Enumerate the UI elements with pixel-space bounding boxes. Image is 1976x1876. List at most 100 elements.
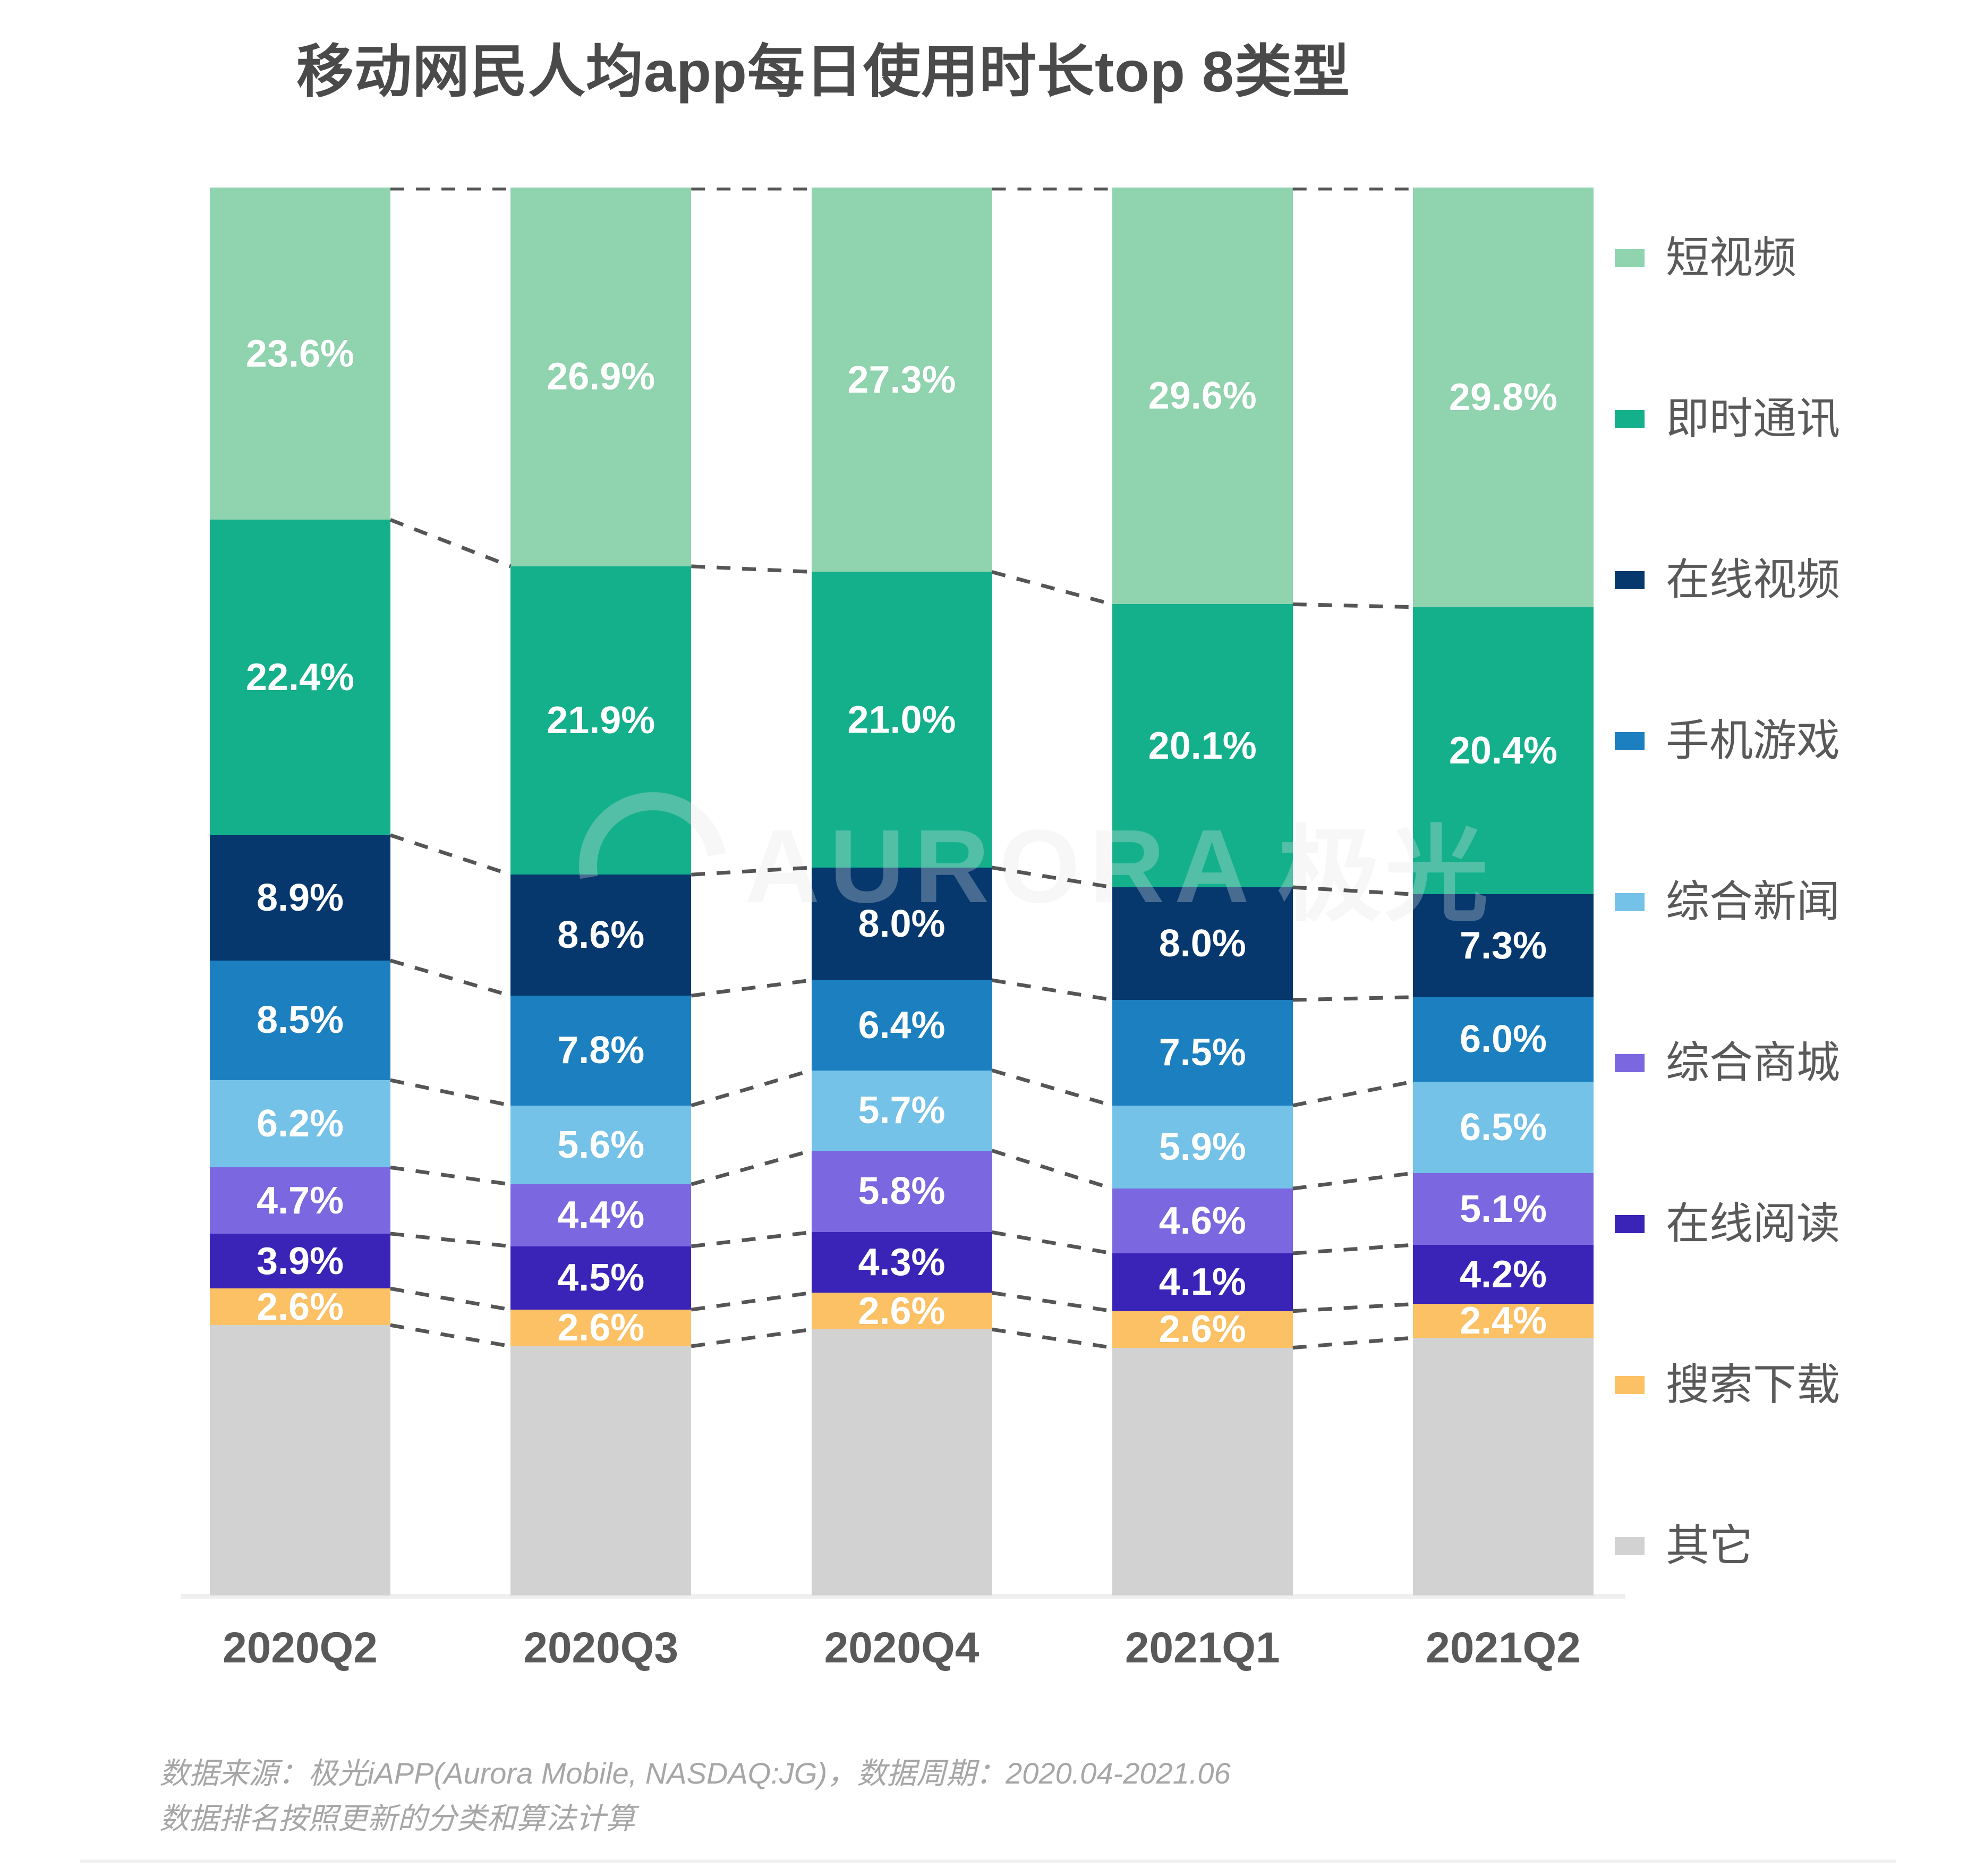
- bar-segment[interactable]: 23.6%: [210, 188, 390, 520]
- bar-column[interactable]: 27.3% 21.0% 8.0% 6.4% 5.7% 5.8% 4.3% 2.6%: [811, 188, 992, 1595]
- legend-color-swatch: [1615, 1537, 1645, 1555]
- bar-segment[interactable]: 22.4%: [210, 520, 390, 835]
- bar-segment[interactable]: 6.4%: [811, 980, 992, 1071]
- bar-segment[interactable]: 5.9%: [1112, 1105, 1293, 1189]
- bar-column[interactable]: 23.6% 22.4% 8.9% 8.5% 6.2% 4.7% 3.9% 2.6%: [210, 188, 390, 1595]
- legend-item-label: 短视频: [1666, 234, 1797, 282]
- legend-item[interactable]: 在线阅读: [1615, 1200, 1840, 1249]
- bar-segment[interactable]: 20.4%: [1413, 607, 1594, 895]
- bar-segment[interactable]: [210, 1325, 390, 1595]
- bar-segment-value: 4.1%: [1159, 1261, 1246, 1304]
- legend-item[interactable]: 在线视频: [1615, 556, 1840, 605]
- x-axis-tick-label: 2020Q4: [824, 1624, 980, 1672]
- bar-segment-value: 2.6%: [858, 1289, 946, 1332]
- bar-segment[interactable]: 6.0%: [1413, 997, 1594, 1082]
- bar-segment[interactable]: 2.6%: [1112, 1308, 1293, 1351]
- bar-segment-value: 7.5%: [1159, 1031, 1246, 1074]
- bar-segment[interactable]: 4.2%: [1413, 1245, 1594, 1304]
- bar-segment[interactable]: 4.6%: [1112, 1189, 1293, 1254]
- bar-segment[interactable]: 5.1%: [1413, 1173, 1594, 1245]
- page-title: 移动网民人均app每日使用时长top 8类型: [296, 39, 1350, 104]
- legend-item[interactable]: 搜索下载: [1615, 1361, 1840, 1410]
- bar-segment[interactable]: 6.2%: [210, 1080, 390, 1168]
- axis-baseline: [181, 1594, 1625, 1599]
- bar-segment[interactable]: 8.6%: [510, 875, 692, 996]
- bar-segment-value: 8.6%: [557, 914, 645, 957]
- bar-segment[interactable]: 5.7%: [811, 1070, 992, 1151]
- legend-item-label: 综合新闻: [1666, 878, 1841, 926]
- bar-segment-value: 4.5%: [557, 1257, 645, 1300]
- bar-segment-value: 4.7%: [256, 1179, 344, 1222]
- bar-segment[interactable]: 8.5%: [210, 960, 390, 1081]
- bar-segment[interactable]: 7.3%: [1413, 894, 1594, 997]
- bar-segment[interactable]: 2.6%: [811, 1289, 992, 1332]
- bar-segment-value: 26.9%: [547, 355, 655, 398]
- legend-item[interactable]: 综合商城: [1615, 1039, 1840, 1088]
- bar-segment-value: 22.4%: [245, 656, 355, 699]
- bar-segment[interactable]: 29.6%: [1112, 188, 1293, 605]
- bar-segment-value: 5.1%: [1459, 1187, 1547, 1230]
- bar-segment-value: 21.9%: [547, 699, 655, 742]
- bar-segment[interactable]: 26.9%: [510, 188, 692, 566]
- bar-segment[interactable]: 4.3%: [811, 1232, 992, 1293]
- legend-item-label: 手机游戏: [1666, 717, 1841, 765]
- bar-column[interactable]: 26.9% 21.9% 8.6% 7.8% 5.6% 4.4% 4.5% 2.6%: [510, 188, 692, 1595]
- bar-segment[interactable]: 27.3%: [811, 188, 992, 572]
- bar-segment[interactable]: 21.9%: [510, 566, 692, 875]
- legend-color-swatch: [1615, 410, 1645, 428]
- footnote-block: 数据来源：极光iAPP(Aurora Mobile, NASDAQ:JG)，数据…: [159, 1751, 1753, 1841]
- bar-column[interactable]: 29.6% 20.1% 8.0% 7.5% 5.9% 4.6% 4.1% 2.6%: [1112, 188, 1293, 1595]
- bar-segment-value: 4.6%: [1159, 1200, 1246, 1243]
- bar-segment[interactable]: 2.6%: [510, 1306, 692, 1349]
- bar-segment-value: 6.2%: [256, 1102, 344, 1145]
- bar-segment-value: 7.8%: [557, 1029, 645, 1072]
- bar-segment[interactable]: 20.1%: [1112, 604, 1293, 888]
- bar-segment[interactable]: 8.0%: [1112, 887, 1293, 1000]
- bar-segment[interactable]: 4.7%: [210, 1167, 390, 1234]
- bar-segment[interactable]: 8.0%: [811, 867, 992, 980]
- bar-segment-value: 4.4%: [557, 1194, 645, 1237]
- bar-segment-value: 5.6%: [557, 1123, 645, 1166]
- bar-segment[interactable]: [811, 1329, 992, 1595]
- stacked-bar-plot-area: 23.6% 22.4% 8.9% 8.5% 6.2% 4.7% 3.9% 2.6% 26.9% 2…: [210, 188, 1594, 1595]
- legend-color-swatch: [1615, 1376, 1645, 1394]
- legend-color-swatch: [1615, 732, 1645, 750]
- bar-segment-value: 29.8%: [1449, 376, 1558, 419]
- legend-item-label: 在线阅读: [1666, 1200, 1841, 1248]
- legend-item[interactable]: 短视频: [1615, 234, 1796, 283]
- bar-segment[interactable]: 3.9%: [210, 1233, 390, 1289]
- bar-segment[interactable]: [1112, 1347, 1293, 1595]
- bar-segment-value: 2.6%: [557, 1306, 645, 1349]
- bar-segment[interactable]: 4.4%: [510, 1184, 692, 1246]
- bar-segment-value: 20.4%: [1449, 729, 1558, 772]
- bar-segment[interactable]: 29.8%: [1413, 188, 1594, 607]
- bar-segment[interactable]: 7.5%: [1112, 1000, 1293, 1106]
- bar-segment[interactable]: [510, 1346, 692, 1595]
- x-axis-tick-label: 2020Q2: [223, 1624, 378, 1672]
- bar-segment[interactable]: 2.6%: [210, 1288, 390, 1326]
- bar-segment[interactable]: 4.5%: [510, 1246, 692, 1310]
- bar-segment[interactable]: 5.6%: [510, 1105, 692, 1185]
- bar-segment[interactable]: 7.8%: [510, 996, 692, 1106]
- bar-segment[interactable]: 2.4%: [1413, 1302, 1594, 1340]
- legend-item-label: 综合商城: [1666, 1039, 1841, 1087]
- chart-legend: 短视频即时通讯在线视频手机游戏综合新闻综合商城在线阅读搜索下载其它: [1615, 234, 1944, 1626]
- bar-segment[interactable]: 8.9%: [210, 835, 390, 961]
- bar-segment-value: 4.2%: [1459, 1253, 1547, 1296]
- bar-segment-value: 29.6%: [1148, 375, 1257, 418]
- x-axis-tick-label: 2021Q1: [1125, 1624, 1280, 1672]
- bar-segment[interactable]: 21.0%: [811, 572, 992, 868]
- bar-segment[interactable]: [1413, 1338, 1594, 1595]
- legend-color-swatch: [1615, 249, 1645, 267]
- legend-item[interactable]: 其它: [1615, 1522, 1753, 1571]
- bar-segment[interactable]: 4.1%: [1112, 1253, 1293, 1311]
- bar-column[interactable]: 29.8% 20.4% 7.3% 6.0% 6.5% 5.1% 4.2% 2.4%: [1413, 188, 1594, 1595]
- bar-segment[interactable]: 5.8%: [811, 1150, 992, 1233]
- bar-segment[interactable]: 6.5%: [1413, 1081, 1594, 1173]
- bar-segment-value: 2.6%: [1159, 1308, 1246, 1351]
- bar-segment-value: 4.3%: [858, 1241, 946, 1284]
- bar-segment-value: 8.0%: [858, 902, 946, 945]
- legend-item[interactable]: 手机游戏: [1615, 717, 1840, 766]
- legend-item[interactable]: 即时通讯: [1615, 395, 1840, 444]
- legend-item[interactable]: 综合新闻: [1615, 878, 1840, 927]
